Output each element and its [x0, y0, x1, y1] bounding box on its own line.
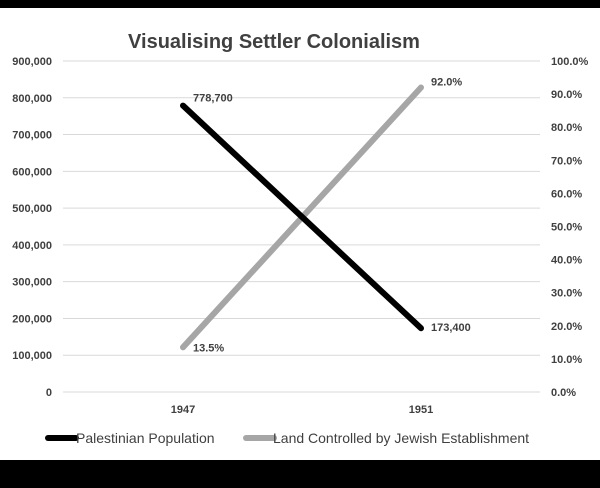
legend-label: Palestinian Population — [76, 430, 215, 446]
x-axis-tick-label: 1947 — [171, 404, 195, 416]
left-axis-tick-label: 300,000 — [12, 277, 52, 289]
right-axis-tick-label: 30.0% — [551, 288, 582, 300]
right-axis-tick-label: 50.0% — [551, 222, 582, 234]
left-axis-tick-label: 800,000 — [12, 93, 52, 105]
legend-label: Land Controlled by Jewish Establishment — [273, 430, 529, 446]
left-axis-tick-label: 700,000 — [12, 130, 52, 142]
right-axis-tick-label: 90.0% — [551, 89, 582, 101]
series-lines — [180, 84, 424, 351]
right-axis-tick-label: 70.0% — [551, 155, 582, 167]
data-label: 13.5% — [193, 342, 224, 354]
left-axis-ticks: 0 100,000 200,000 300,000 400,000 500,000 600,… — [12, 56, 52, 399]
data-label: 173,400 — [431, 322, 471, 334]
gridlines — [63, 60, 540, 393]
right-axis-tick-label: 100.0% — [551, 56, 589, 68]
left-axis-tick-label: 400,000 — [12, 240, 52, 252]
x-axis-tick-label: 1951 — [409, 404, 433, 416]
chart-area: Visualising Settler Colonialism 0 100,000… — [0, 8, 600, 460]
left-axis-tick-label: 600,000 — [12, 166, 52, 178]
right-axis-tick-label: 10.0% — [551, 354, 582, 366]
x-axis-ticks: 1947 1951 — [171, 404, 433, 416]
data-label: 778,700 — [193, 93, 233, 105]
right-axis-tick-label: 20.0% — [551, 321, 582, 333]
line-chart: Visualising Settler Colonialism 0 100,000… — [12, 31, 589, 446]
left-axis-tick-label: 500,000 — [12, 203, 52, 215]
right-axis-tick-label: 80.0% — [551, 122, 582, 134]
right-axis-ticks: 0.0% 10.0% 20.0% 30.0% 40.0% 50.0% 60.0% 70.0% 8… — [551, 56, 589, 399]
right-axis-tick-label: 0.0% — [551, 387, 576, 399]
left-axis-tick-label: 0 — [46, 387, 52, 399]
series-line-palestinian-population — [180, 102, 424, 332]
data-labels: 778,700 173,400 13.5% 92.0% — [193, 76, 471, 354]
left-axis-tick-label: 900,000 — [12, 56, 52, 68]
right-axis-tick-label: 60.0% — [551, 188, 582, 200]
data-label: 92.0% — [431, 76, 462, 88]
legend: Palestinian Population Land Controlled by… — [45, 430, 529, 446]
left-axis-tick-label: 100,000 — [12, 350, 52, 362]
right-axis-tick-label: 40.0% — [551, 255, 582, 267]
left-axis-tick-label: 200,000 — [12, 313, 52, 325]
chart-title: Visualising Settler Colonialism — [128, 31, 420, 53]
